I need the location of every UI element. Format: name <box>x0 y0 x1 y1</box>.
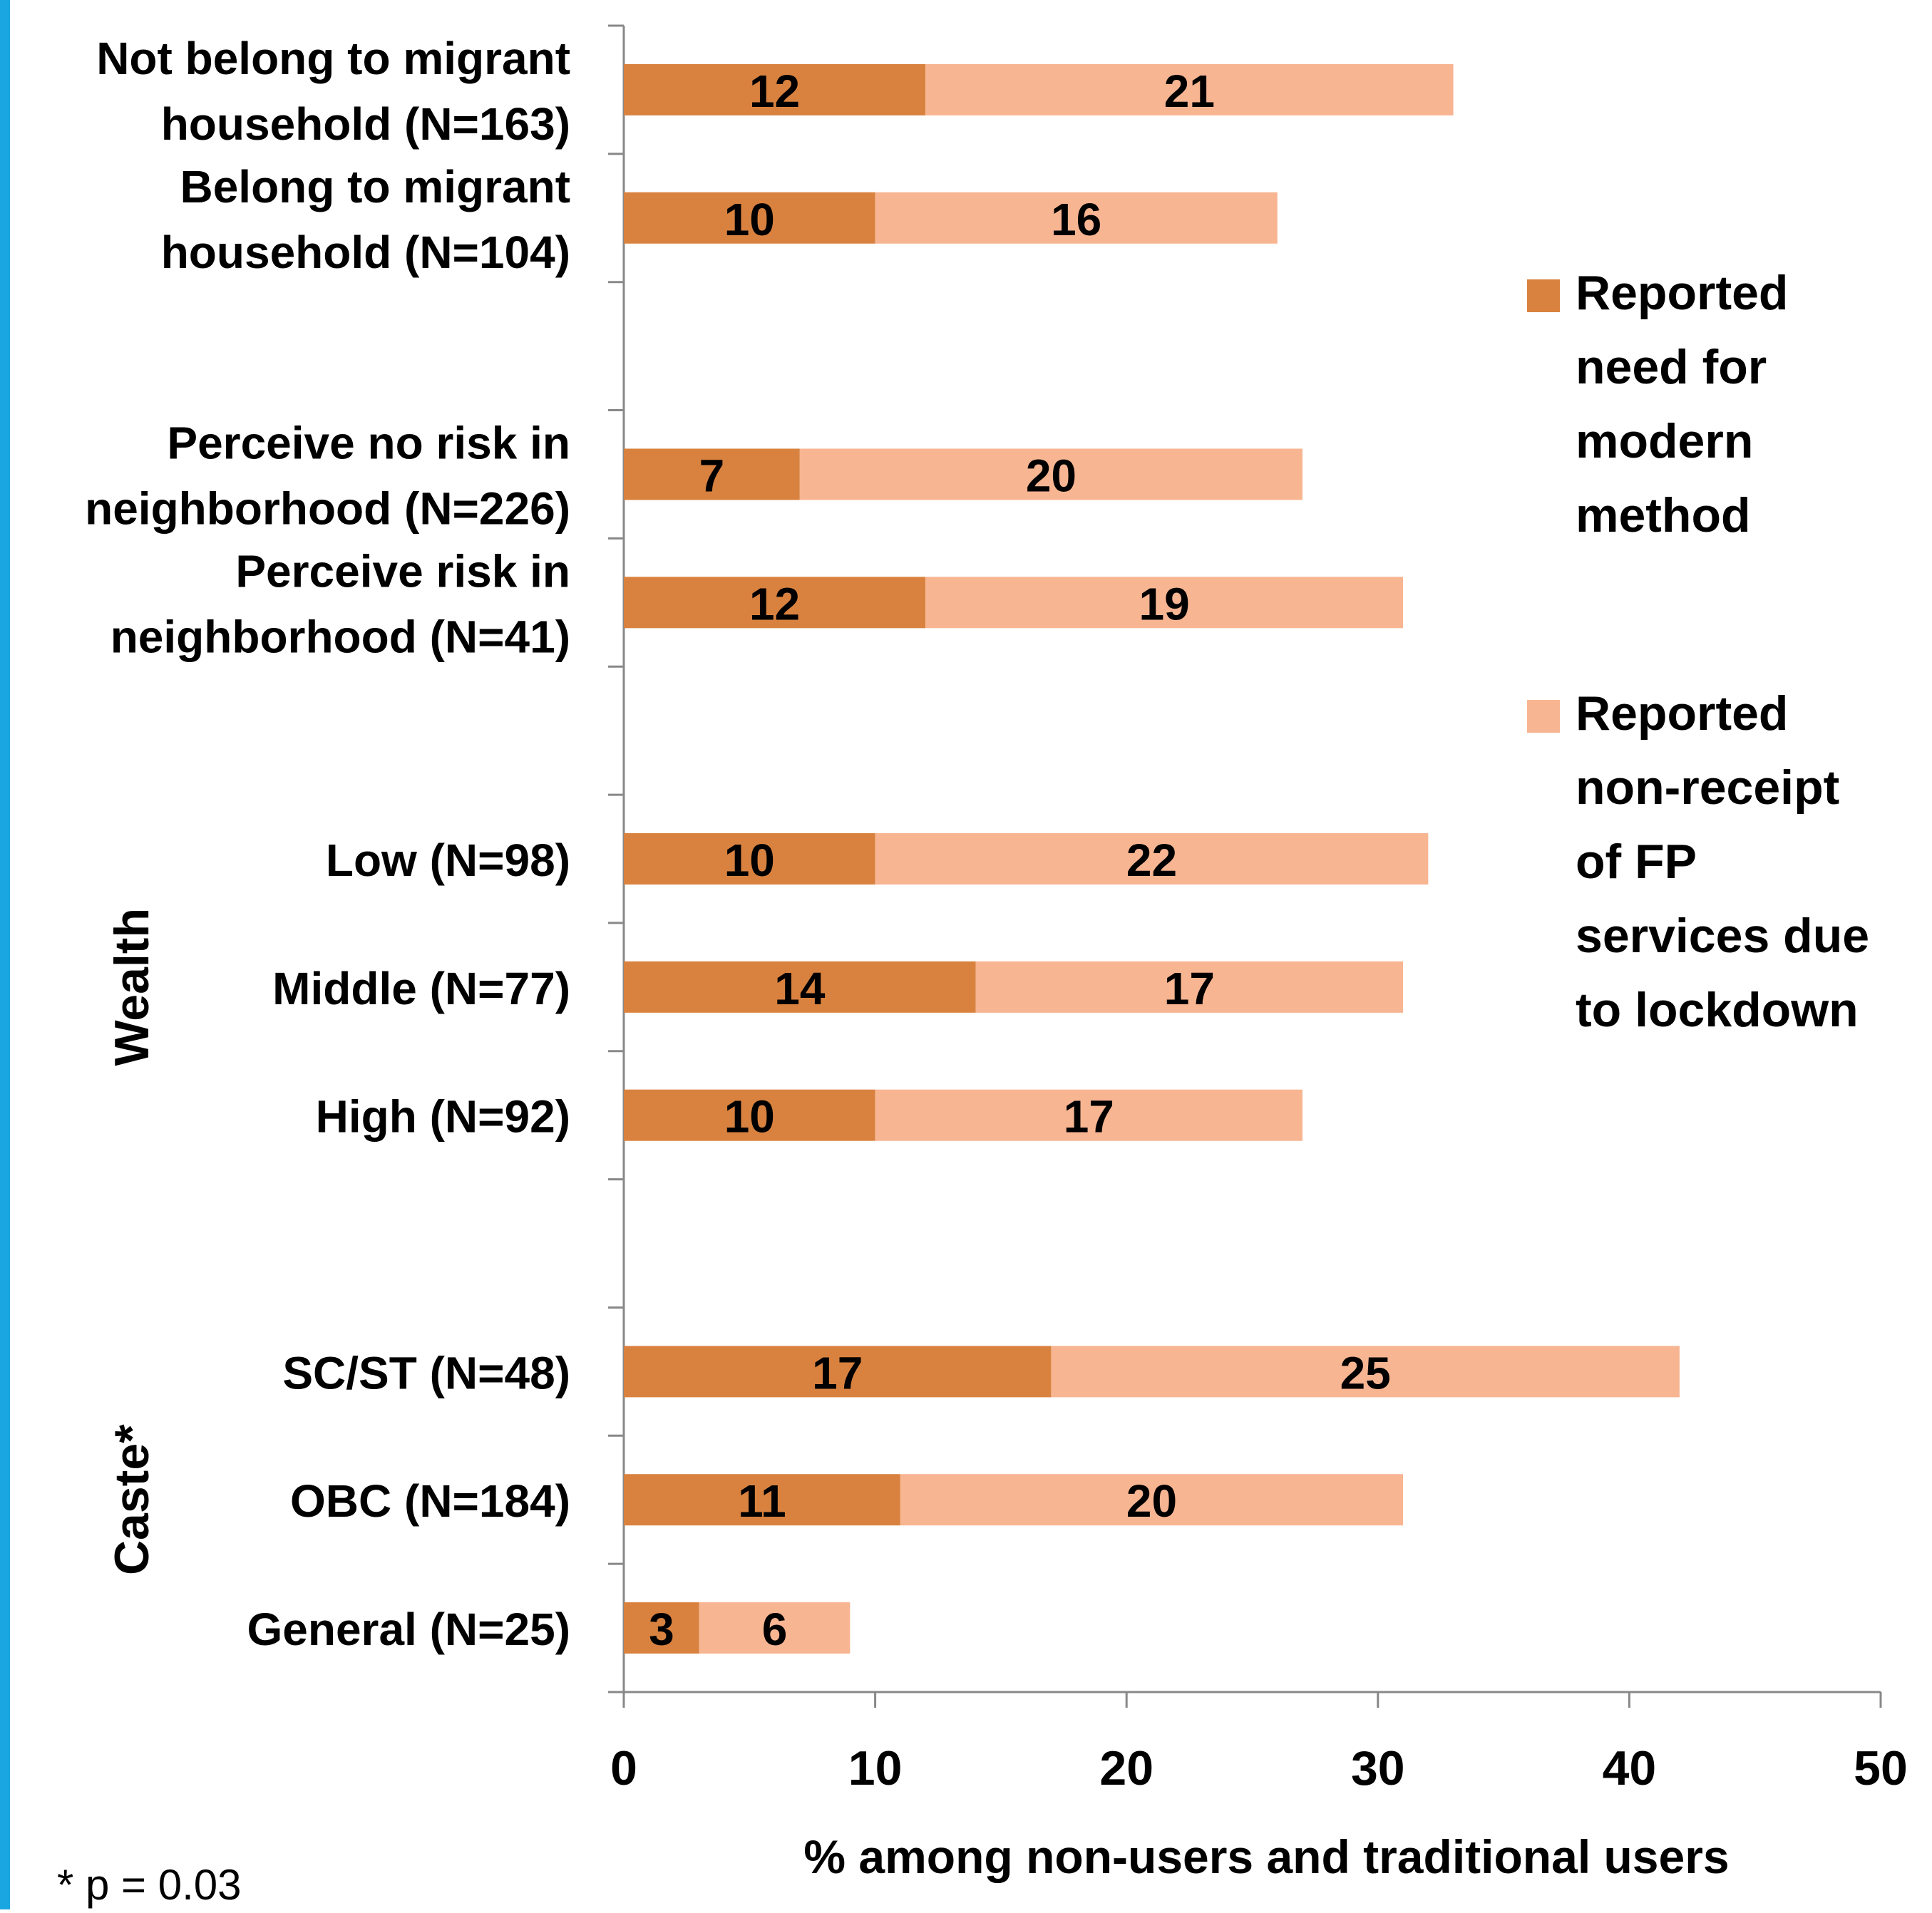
category-label: Low (N=98) <box>326 835 570 886</box>
category-label: OBC (N=184) <box>290 1475 570 1527</box>
bar-segment-non-receipt-fp <box>975 961 1404 1013</box>
data-label: 17 <box>1064 1091 1114 1143</box>
data-label: 25 <box>1340 1347 1391 1398</box>
footnote: * p = 0.03 <box>57 1861 242 1909</box>
data-label: 6 <box>762 1604 788 1655</box>
bar-segment-need-modern-method <box>624 961 976 1013</box>
data-label: 11 <box>738 1475 786 1527</box>
data-label: 10 <box>724 194 775 245</box>
group-label: Caste* <box>105 1424 159 1575</box>
x-tick-label: 50 <box>1854 1741 1908 1795</box>
data-label: 3 <box>649 1604 674 1655</box>
data-label: 16 <box>1051 194 1101 245</box>
data-label: 7 <box>699 450 725 501</box>
bar-segment-non-receipt-fp <box>925 577 1404 629</box>
left-accent-strip <box>0 0 10 1909</box>
bar-segment-non-receipt-fp <box>925 63 1454 115</box>
x-tick-label: 0 <box>610 1741 637 1795</box>
legend-label: Reported <box>1576 686 1788 741</box>
legend-label: modern <box>1576 414 1753 468</box>
data-label: 12 <box>749 578 800 629</box>
bar-segment-non-receipt-fp <box>875 1089 1303 1141</box>
data-label: 17 <box>1164 963 1215 1014</box>
category-label: High (N=92) <box>316 1091 570 1143</box>
legend-label: of FP <box>1576 835 1697 889</box>
data-label: 20 <box>1126 1475 1177 1527</box>
category-label: Perceive no risk in <box>167 417 570 468</box>
category-label: household (N=104) <box>161 227 570 278</box>
data-label: 10 <box>724 835 775 886</box>
bar-segment-need-modern-method <box>624 577 926 629</box>
group-label: Wealth <box>105 908 159 1066</box>
bar-segment-need-modern-method <box>624 1346 1052 1398</box>
data-label: 17 <box>812 1347 863 1398</box>
category-label: household (N=163) <box>161 98 570 150</box>
bar-segment-non-receipt-fp <box>900 1474 1404 1526</box>
x-tick-label: 40 <box>1603 1741 1657 1795</box>
legend-label: services due <box>1576 909 1869 963</box>
bar-segment-need-modern-method <box>624 833 875 885</box>
x-axis-title: % among non-users and traditional users <box>803 1830 1729 1883</box>
category-label: Belong to migrant <box>180 161 570 212</box>
bar-segment-non-receipt-fp <box>875 192 1278 244</box>
data-label: 19 <box>1139 578 1189 629</box>
category-label: Middle (N=77) <box>272 963 570 1014</box>
bar-segment-non-receipt-fp <box>1051 1346 1680 1398</box>
x-tick-label: 20 <box>1099 1741 1153 1795</box>
bar-segment-need-modern-method <box>624 1474 900 1526</box>
bar-segment-need-modern-method <box>624 63 926 115</box>
data-label: 20 <box>1026 450 1077 501</box>
bar-segment-non-receipt-fp <box>699 1602 851 1654</box>
data-label: 14 <box>774 963 826 1014</box>
legend-label: method <box>1576 488 1751 542</box>
category-label: SC/ST (N=48) <box>282 1347 570 1398</box>
legend-swatch-non-receipt-fp <box>1527 700 1560 733</box>
data-label: 22 <box>1126 835 1177 886</box>
data-label: 12 <box>749 66 800 117</box>
legend-label: non-receipt <box>1576 760 1839 815</box>
data-label: 10 <box>724 1091 775 1143</box>
bar-segment-need-modern-method <box>624 448 800 500</box>
legend-swatch-need-modern-method <box>1527 279 1560 312</box>
legend-label: Reported <box>1576 266 1788 320</box>
bar-segment-need-modern-method <box>624 192 875 244</box>
bar-segment-need-modern-method <box>624 1602 699 1654</box>
bar-segment-need-modern-method <box>624 1089 875 1141</box>
x-tick-label: 30 <box>1351 1741 1405 1795</box>
category-label: neighborhood (N=41) <box>111 611 570 662</box>
category-label: neighborhood (N=226) <box>85 483 570 534</box>
legend-label: to lockdown <box>1576 983 1859 1037</box>
category-label: General (N=25) <box>247 1604 570 1655</box>
data-label: 21 <box>1164 66 1215 117</box>
bar-segment-non-receipt-fp <box>875 833 1429 885</box>
category-label: Not belong to migrant <box>96 33 570 84</box>
x-tick-label: 10 <box>848 1741 903 1795</box>
category-label: Perceive risk in <box>235 545 570 597</box>
legend-label: need for <box>1576 340 1767 394</box>
bar-segment-non-receipt-fp <box>799 448 1303 500</box>
